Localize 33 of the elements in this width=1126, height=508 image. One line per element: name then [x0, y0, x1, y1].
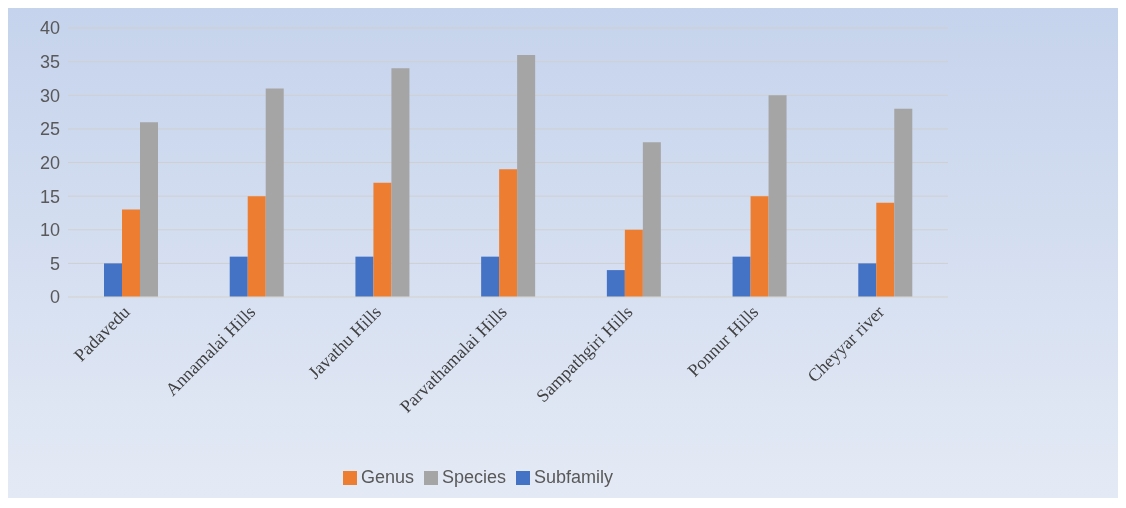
bar [373, 182, 392, 297]
y-tick-label: 10 [39, 220, 60, 241]
y-tick-label: 40 [39, 18, 60, 39]
bar [247, 196, 266, 297]
y-tick-label: 20 [39, 152, 60, 173]
legend-label: Species [441, 467, 507, 487]
legend-label: Genus [360, 467, 414, 487]
bar [768, 95, 787, 297]
bar [229, 256, 248, 297]
bar [122, 209, 140, 297]
bar [391, 68, 410, 297]
y-tick-label: 35 [39, 52, 60, 73]
y-tick-label: 15 [39, 186, 60, 207]
y-tick-label: 25 [39, 119, 60, 140]
bar [642, 142, 661, 297]
bar [894, 108, 913, 297]
bar [750, 196, 769, 297]
bar [355, 256, 374, 297]
bar [265, 88, 284, 297]
bar [499, 169, 518, 297]
bar [858, 263, 877, 297]
bar [481, 256, 500, 297]
y-tick-label: 5 [49, 253, 60, 274]
bar [624, 229, 643, 297]
bar [140, 122, 158, 297]
bar [606, 270, 625, 297]
bar [732, 256, 751, 297]
bar [517, 54, 536, 297]
y-tick-label: 30 [39, 85, 60, 106]
y-tick-label: 0 [49, 287, 60, 308]
legend-label: Subfamily [534, 467, 614, 487]
bar [876, 202, 895, 297]
bar [104, 263, 122, 297]
